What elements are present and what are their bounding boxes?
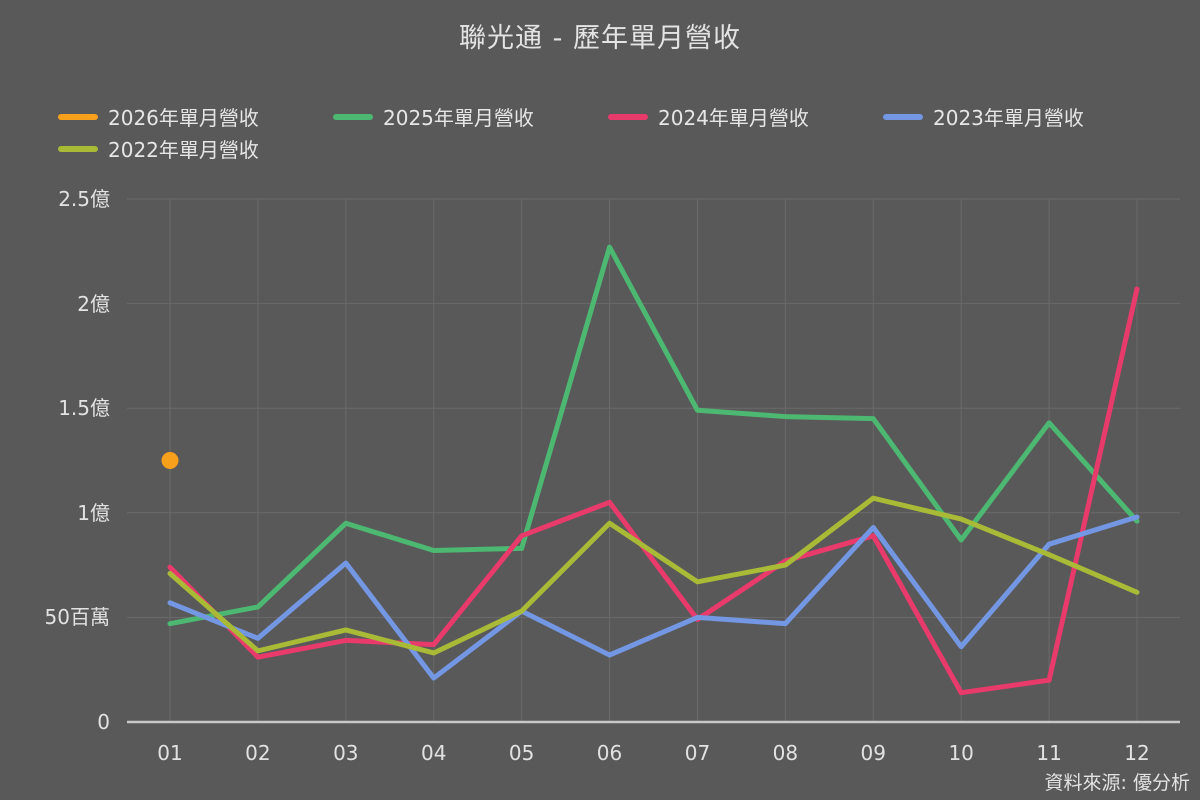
legend-label-2023: 2023年單月營收 bbox=[933, 106, 1084, 130]
legend-swatch-2025 bbox=[333, 113, 373, 120]
x-tick-label-06: 06 bbox=[596, 741, 623, 765]
x-tick-label-02: 02 bbox=[245, 741, 271, 765]
legend-item-2025[interactable]: 2025年單月營收 bbox=[333, 104, 608, 130]
x-tick-label-11: 11 bbox=[1036, 741, 1062, 765]
x-tick-label-08: 08 bbox=[772, 741, 799, 765]
legend: 2026年單月營收 2025年單月營收 2024年單月營收 2023年單月營收 2022… bbox=[58, 104, 1183, 162]
data-point-2026-01[interactable] bbox=[161, 452, 179, 469]
x-tick-label-10: 10 bbox=[948, 741, 974, 765]
legend-swatch-2022 bbox=[58, 145, 98, 152]
legend-swatch-2023 bbox=[883, 113, 923, 120]
y-tick-label-50: 50百萬 bbox=[44, 605, 110, 630]
legend-item-2026[interactable]: 2026年單月營收 bbox=[58, 104, 333, 130]
x-tick-label-12: 12 bbox=[1124, 741, 1150, 765]
y-tick-label-150: 1.5億 bbox=[58, 396, 110, 421]
chart-title: 聯光通 - 歷年單月營收 bbox=[459, 23, 741, 54]
y-tick-label-250: 2.5億 bbox=[58, 187, 110, 211]
x-tick-label-03: 03 bbox=[333, 741, 359, 765]
legend-label-2026: 2026年單月營收 bbox=[108, 106, 259, 130]
y-tick-label-200: 2億 bbox=[77, 291, 110, 316]
y-tick-label-100: 1億 bbox=[77, 500, 110, 525]
series-line-2025[interactable] bbox=[167, 244, 1140, 627]
series-line-2024[interactable] bbox=[167, 286, 1140, 696]
x-tick-label-09: 09 bbox=[860, 741, 886, 765]
legend-item-2022[interactable]: 2022年單月營收 bbox=[58, 136, 333, 162]
x-tick-label-07: 07 bbox=[684, 741, 711, 765]
legend-swatch-2024 bbox=[608, 113, 648, 120]
data-source: 資料來源: 優分析 bbox=[1044, 772, 1190, 794]
legend-label-2022: 2022年單月營收 bbox=[108, 138, 259, 162]
y-tick-label-0: 0 bbox=[97, 710, 110, 734]
legend-swatch-2026 bbox=[58, 113, 98, 120]
x-tick-label-05: 05 bbox=[508, 741, 535, 765]
legend-label-2025: 2025年單月營收 bbox=[383, 106, 534, 130]
series-line-2023[interactable] bbox=[167, 514, 1140, 681]
series-line-2022[interactable] bbox=[167, 495, 1140, 656]
x-tick-label-04: 04 bbox=[420, 741, 447, 765]
x-tick-label-01: 01 bbox=[157, 741, 183, 765]
legend-label-2024: 2024年單月營收 bbox=[658, 106, 809, 130]
legend-item-2023[interactable]: 2023年單月營收 bbox=[883, 104, 1158, 130]
legend-item-2024[interactable]: 2024年單月營收 bbox=[608, 104, 883, 130]
